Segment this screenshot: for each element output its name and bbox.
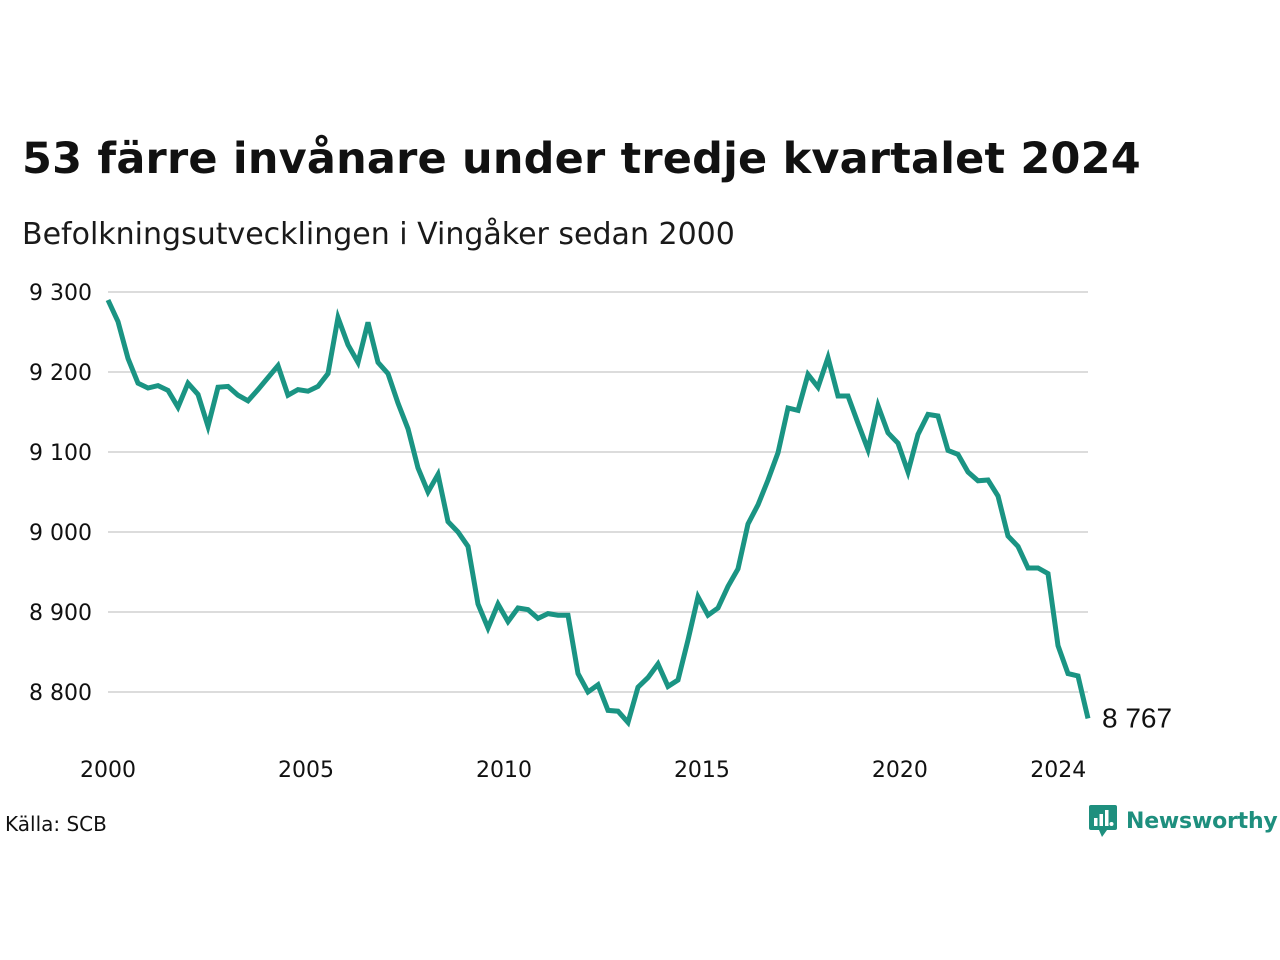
data-labels: 8 767 bbox=[1102, 702, 1172, 733]
y-tick-label: 9 300 bbox=[29, 281, 92, 306]
brand-name: Newsworthy bbox=[1126, 808, 1278, 834]
y-tick-label: 9 100 bbox=[29, 441, 92, 466]
y-axis-ticks: 9 300 9 200 9 100 9 000 8 900 8 800 bbox=[29, 281, 92, 706]
gridlines bbox=[108, 291, 1088, 693]
y-tick-label: 9 200 bbox=[29, 361, 92, 386]
end-value-label: 8 767 bbox=[1102, 702, 1172, 733]
y-tick-label: 9 000 bbox=[29, 521, 92, 546]
x-tick-label: 2020 bbox=[872, 758, 928, 783]
newsworthy-logo-icon bbox=[1089, 805, 1117, 837]
x-tick-label: 2000 bbox=[80, 758, 136, 783]
x-tick-label: 2024 bbox=[1030, 758, 1086, 783]
x-tick-label: 2005 bbox=[278, 758, 334, 783]
y-tick-label: 8 800 bbox=[29, 681, 92, 706]
series-line bbox=[105, 298, 1091, 728]
series-group bbox=[105, 298, 1091, 728]
x-tick-label: 2010 bbox=[476, 758, 532, 783]
x-axis-ticks: 2000 2005 2010 2015 2020 2024 bbox=[80, 758, 1086, 783]
x-tick-label: 2015 bbox=[674, 758, 730, 783]
y-tick-label: 8 900 bbox=[29, 601, 92, 626]
brand-logo: Newsworthy bbox=[1088, 804, 1278, 838]
source-note: Källa: SCB bbox=[5, 812, 107, 836]
chart-subtitle: Befolkningsutvecklingen i Vingåker sedan… bbox=[22, 217, 735, 252]
chart-title: 53 färre invånare under tredje kvartalet… bbox=[22, 134, 1141, 184]
